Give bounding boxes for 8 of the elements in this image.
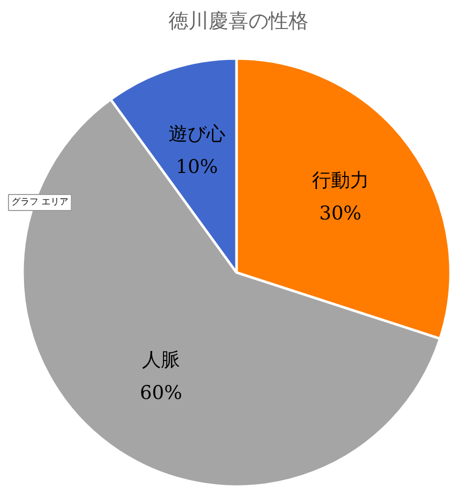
data-label: 30%: [319, 202, 362, 225]
slice-label: 遊び心: [168, 122, 226, 145]
data-label: 60%: [140, 382, 182, 404]
data-label: 10%: [176, 156, 218, 178]
slice-label: 行動力: [312, 170, 369, 192]
slice-label: 人脈: [142, 348, 180, 371]
chart-title: 徳川慶喜の性格: [168, 8, 308, 32]
text: グラフ エリア: [12, 196, 68, 208]
